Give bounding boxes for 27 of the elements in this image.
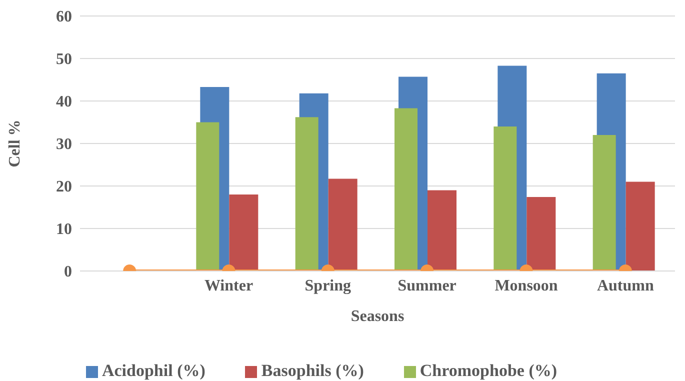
bar: [196, 122, 220, 271]
bar: [295, 117, 318, 271]
bar: [592, 135, 616, 271]
y-tick-label: 60: [56, 8, 72, 26]
x-tick-label: Autumn: [596, 277, 654, 294]
legend-label: Acidophil (%): [102, 361, 206, 380]
legend-label: Basophils (%): [261, 361, 364, 380]
y-tick-label: 50: [56, 51, 72, 68]
bar: [394, 108, 418, 271]
x-axis-title: Seasons: [350, 308, 404, 325]
y-tick-label: 30: [56, 136, 72, 154]
x-tick-label: Spring: [304, 277, 352, 294]
x-tick-label: Summer: [398, 277, 456, 294]
bar: [626, 182, 655, 271]
y-tick-label: 10: [56, 221, 72, 238]
y-tick-label: 0: [64, 264, 72, 281]
y-tick-label: 20: [56, 178, 72, 196]
y-tick-label: 40: [56, 94, 72, 111]
bar: [494, 126, 517, 271]
bar: [526, 197, 556, 271]
bar: [328, 178, 358, 271]
y-axis-title: Cell %: [6, 120, 24, 168]
bar: [428, 190, 456, 271]
x-tick-label: Monsoon: [494, 277, 558, 294]
x-tick-label: Winter: [204, 277, 254, 294]
legend-label: Chromophobe (%): [420, 361, 558, 380]
bar: [229, 194, 258, 271]
